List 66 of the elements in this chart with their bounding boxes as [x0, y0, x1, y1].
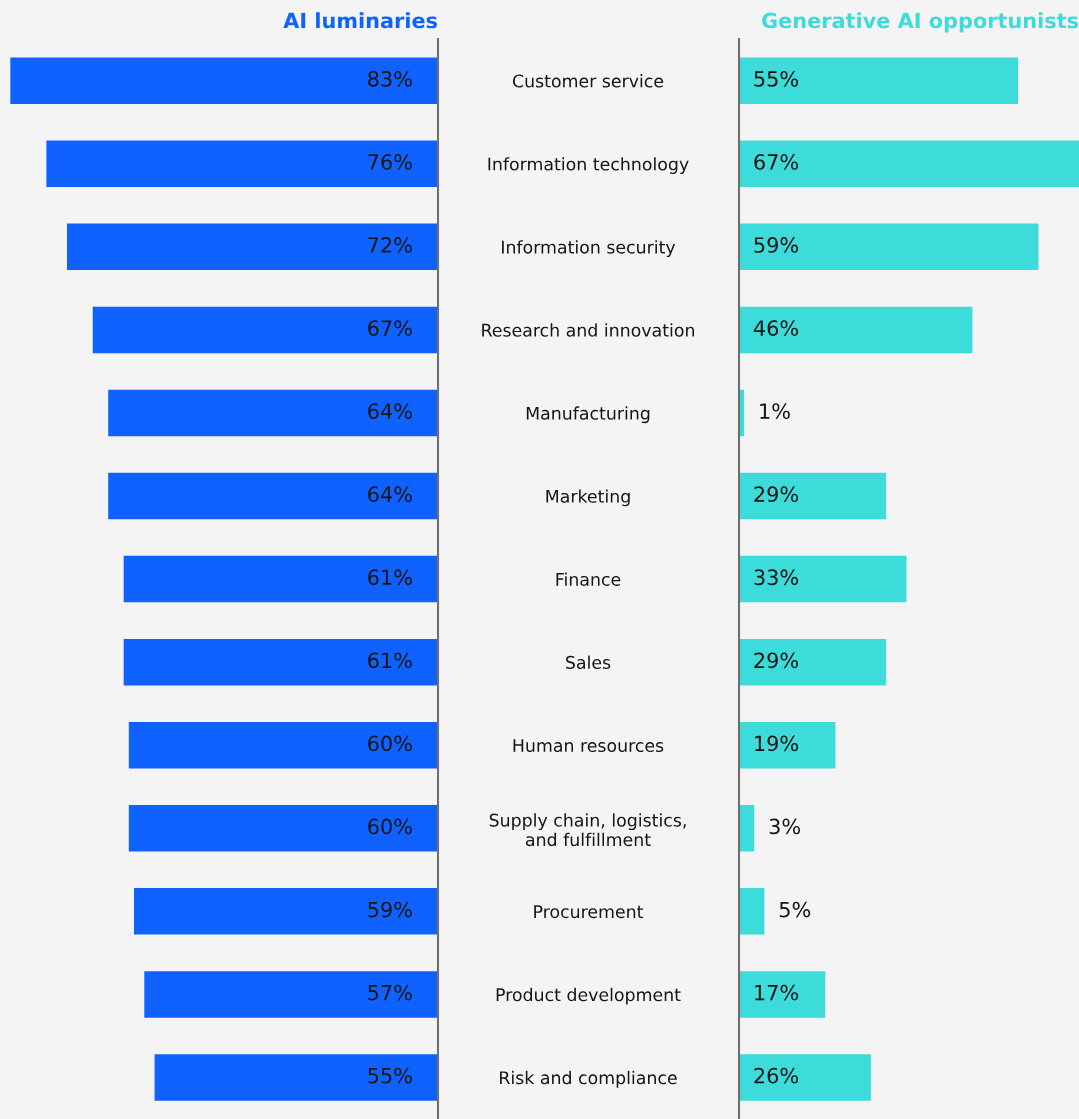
- bar: [739, 555, 907, 603]
- data-label: 55%: [754, 70, 799, 87]
- bar: [108, 472, 438, 520]
- bar: [92, 306, 438, 354]
- bar: [144, 971, 438, 1018]
- data-label: 59%: [368, 901, 412, 918]
- data-label: 1%: [760, 403, 790, 419]
- data-label: 60%: [368, 735, 412, 752]
- y-tick-label: Risk and compliance: [500, 1070, 677, 1088]
- data-label: 60%: [368, 818, 412, 835]
- y-tick-label: Product development: [496, 987, 681, 1005]
- y-tick-label: Research and innovation: [482, 323, 694, 337]
- bar: [133, 888, 438, 935]
- bar: [739, 638, 887, 686]
- data-label: 33%: [754, 569, 799, 586]
- data-label: 61%: [368, 652, 412, 669]
- bar: [739, 223, 1039, 271]
- chart-title: AI luminaries: [283, 12, 438, 29]
- y-tick-label: Marketing: [546, 489, 630, 507]
- bar: [128, 805, 438, 852]
- y-tick-label: Customer service: [512, 74, 664, 88]
- bar: [739, 721, 836, 769]
- data-label: 64%: [368, 403, 412, 419]
- bar: [739, 1054, 871, 1101]
- y-tick-label: Information security: [502, 240, 676, 258]
- bar: [108, 389, 438, 437]
- data-label: 3%: [769, 818, 801, 835]
- bar: [46, 140, 438, 188]
- data-label: 19%: [755, 735, 799, 752]
- data-label: 67%: [754, 154, 799, 170]
- y-tick-label: Sales: [566, 655, 611, 669]
- bar: [739, 888, 765, 935]
- bar: [739, 306, 973, 354]
- data-label: 26%: [754, 1067, 799, 1084]
- data-label: 67%: [368, 320, 412, 336]
- data-label: 29%: [754, 652, 799, 669]
- data-label: 72%: [368, 237, 412, 253]
- data-label: 55%: [368, 1067, 412, 1084]
- chart-title: Generative AI opportunists: [762, 12, 1079, 33]
- bar: [128, 721, 438, 769]
- bar: [739, 140, 1079, 188]
- bar: [739, 57, 1019, 104]
- bar: [154, 1054, 438, 1101]
- data-label: 5%: [779, 901, 811, 918]
- data-label: 59%: [754, 237, 799, 253]
- y-tick-label: Procurement: [534, 905, 644, 919]
- y-tick-label: Manufacturing: [526, 406, 650, 424]
- y-tick-label: Human resources: [513, 739, 664, 753]
- data-label: 57%: [368, 984, 412, 1001]
- data-label: 64%: [368, 486, 412, 503]
- data-label: 46%: [753, 320, 799, 336]
- y-tick-label: Information technology: [488, 157, 689, 174]
- bar: [739, 805, 755, 852]
- bar: [66, 223, 438, 271]
- data-label: 76%: [368, 154, 412, 170]
- bar: [739, 971, 826, 1018]
- bar: [123, 555, 438, 603]
- y-tick-label: Finance: [556, 572, 621, 586]
- data-label: 83%: [368, 70, 412, 87]
- bar: [123, 638, 438, 686]
- data-label: 29%: [754, 486, 799, 503]
- y-tick-label: Supply chain, logistics, and fulfillment: [489, 813, 686, 847]
- bar: [739, 472, 887, 520]
- data-label: 17%: [755, 984, 799, 1001]
- data-label: 61%: [368, 569, 412, 586]
- bar: [10, 57, 438, 104]
